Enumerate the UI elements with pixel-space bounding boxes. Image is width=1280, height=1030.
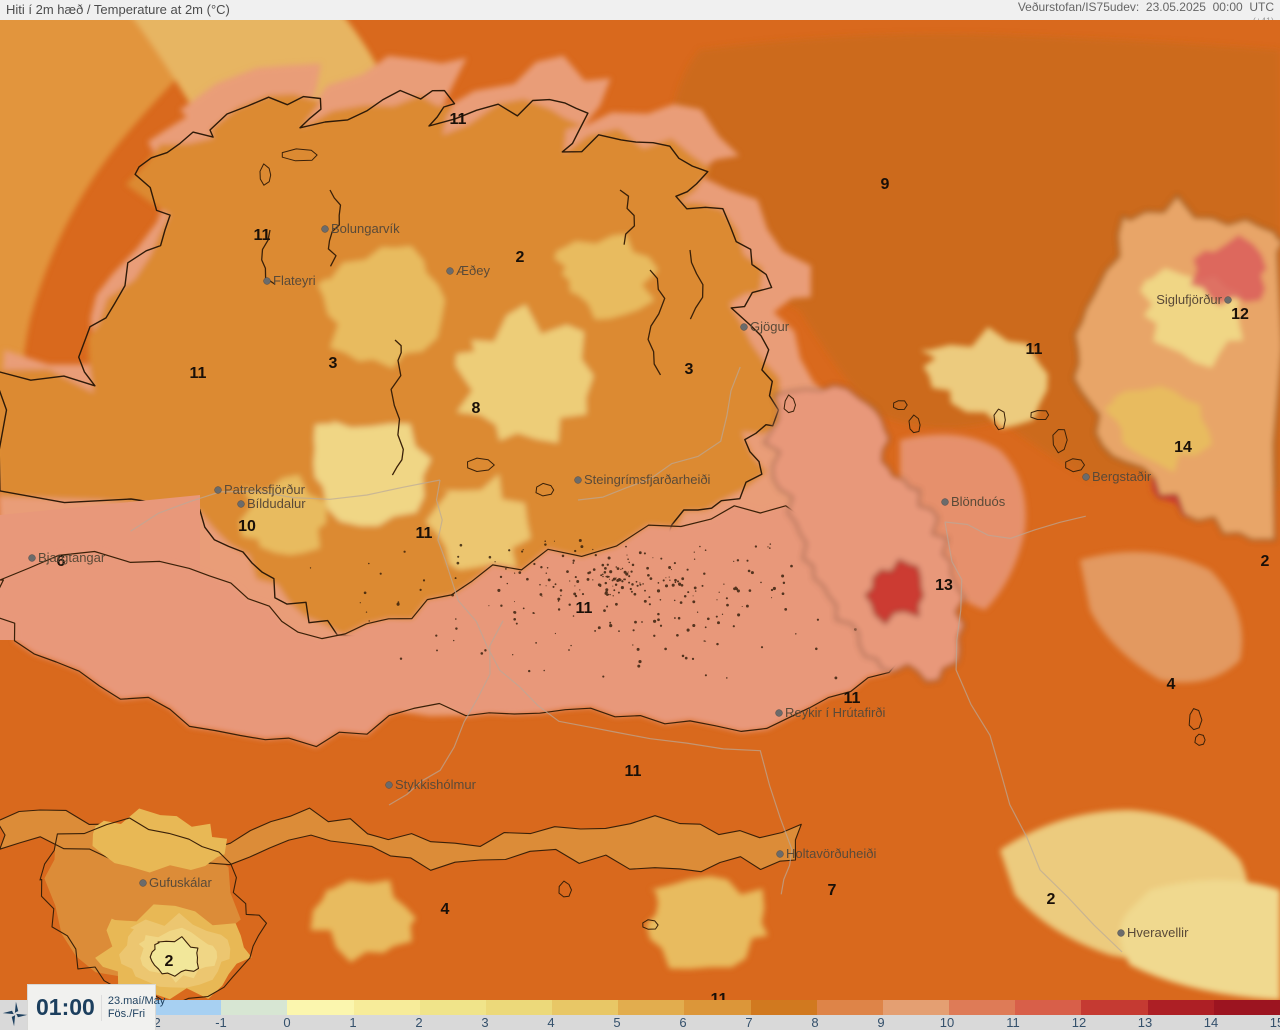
svg-text:Bergstaðir: Bergstaðir (1092, 469, 1152, 484)
svg-text:11: 11 (576, 600, 593, 617)
svg-text:11: 11 (625, 763, 642, 780)
svg-text:Gufuskálar: Gufuskálar (149, 875, 213, 890)
svg-text:3: 3 (685, 361, 694, 378)
svg-text:11: 11 (190, 365, 207, 382)
svg-text:4: 4 (1167, 676, 1176, 693)
svg-text:2: 2 (165, 953, 174, 970)
svg-text:11: 11 (450, 111, 467, 128)
svg-text:11: 11 (1026, 341, 1043, 358)
svg-text:Holtavörðuheiði: Holtavörðuheiði (786, 846, 876, 861)
svg-text:Bjargtangar: Bjargtangar (38, 550, 106, 565)
svg-text:Hveravellir: Hveravellir (1127, 925, 1189, 940)
svg-text:10: 10 (238, 518, 256, 535)
svg-text:Siglufjörður: Siglufjörður (1156, 292, 1222, 307)
svg-text:Stykkishólmur: Stykkishólmur (395, 777, 477, 792)
svg-text:11: 11 (711, 991, 728, 1000)
svg-text:2: 2 (1261, 553, 1270, 570)
svg-text:Æðey: Æðey (456, 263, 490, 278)
svg-text:13: 13 (935, 577, 953, 594)
svg-text:11: 11 (254, 227, 271, 244)
svg-text:12: 12 (1231, 306, 1249, 323)
svg-text:Bíldudalur: Bíldudalur (247, 496, 306, 511)
svg-text:Blönduós: Blönduós (951, 494, 1006, 509)
svg-text:2: 2 (1047, 891, 1056, 908)
svg-text:Reykir í Hrútafirði: Reykir í Hrútafirði (785, 705, 886, 720)
svg-text:11: 11 (416, 525, 433, 542)
svg-text:Steingrímsfjarðarheiði: Steingrímsfjarðarheiði (584, 472, 711, 487)
svg-text:8: 8 (472, 400, 481, 417)
svg-text:14: 14 (1174, 439, 1192, 456)
svg-text:3: 3 (329, 355, 338, 372)
svg-text:Bolungarvík: Bolungarvík (331, 221, 400, 236)
svg-text:Gjögur: Gjögur (750, 319, 790, 334)
svg-text:Flateyri: Flateyri (273, 273, 316, 288)
svg-text:2: 2 (516, 249, 525, 266)
svg-text:7: 7 (828, 882, 837, 899)
svg-text:4: 4 (441, 901, 450, 918)
svg-text:9: 9 (881, 176, 890, 193)
svg-text:Patreksfjörður: Patreksfjörður (224, 482, 306, 497)
